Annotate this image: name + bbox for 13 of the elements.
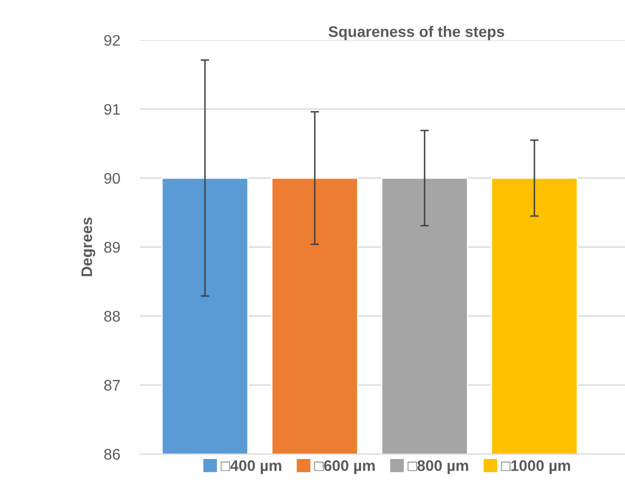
y-tick-label: 90 <box>104 172 120 184</box>
y-tick-label: 88 <box>104 310 120 322</box>
y-tick-label: 87 <box>104 380 120 391</box>
y-axis-title: Degrees <box>81 218 96 276</box>
chart-title: Squareness of the steps <box>328 26 504 40</box>
y-tick-label: 92 <box>104 34 120 46</box>
legend-label: □800 µm <box>408 460 468 474</box>
y-tick-label: 86 <box>104 448 120 460</box>
y-tick-label: 89 <box>104 242 120 253</box>
y-tick-label: 91 <box>104 104 120 115</box>
legend-label: □1000 µm <box>501 460 570 474</box>
legend-label: □600 µm <box>314 460 375 474</box>
legend-label: □400 µm <box>220 460 282 474</box>
